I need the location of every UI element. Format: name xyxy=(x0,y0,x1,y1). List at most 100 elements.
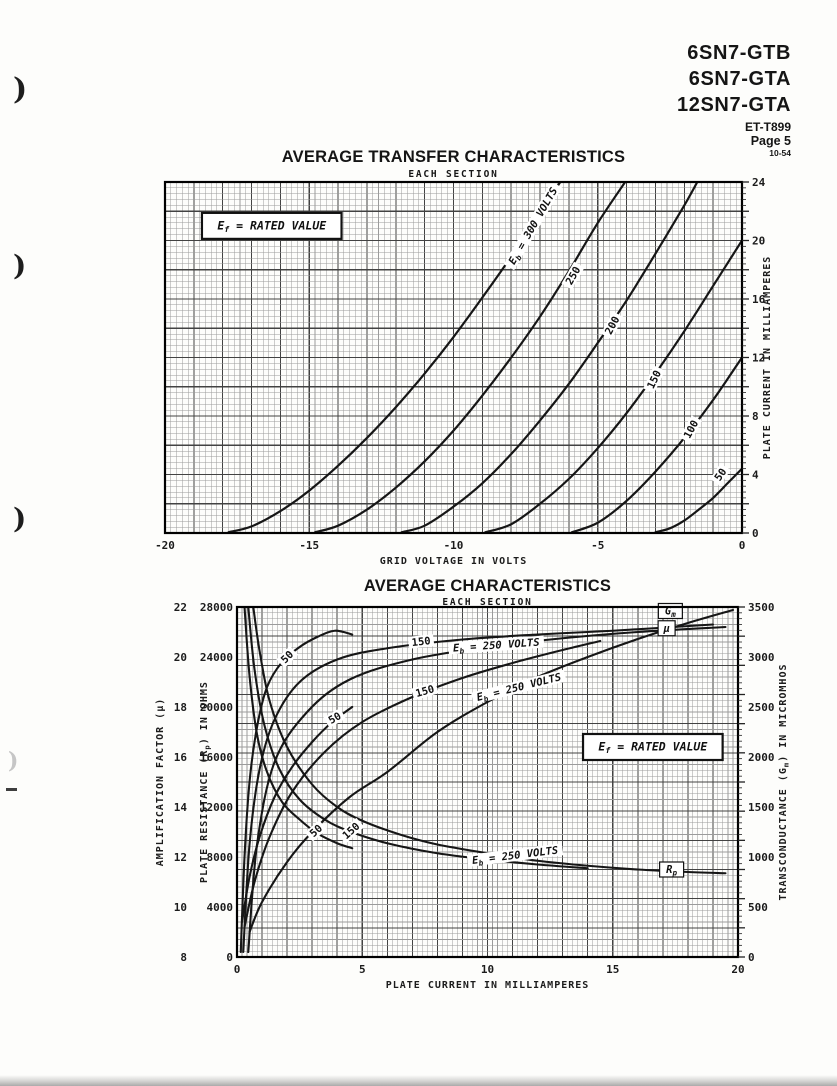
date-code: 10-54 xyxy=(769,148,791,158)
series-curve xyxy=(239,629,354,954)
doc-header: 6SN7-GTB 6SN7-GTA 12SN7-GTA ET-T899 Page… xyxy=(677,40,791,158)
tick-label: 20 xyxy=(174,651,187,664)
tick-label: -20 xyxy=(155,539,175,552)
svg-text:Ef = RATED VALUE: Ef = RATED VALUE xyxy=(217,218,327,234)
tick-label: 18 xyxy=(174,701,187,714)
tick-label: 12 xyxy=(174,851,187,864)
margin-mark: ) xyxy=(13,502,27,535)
right-tick-comb xyxy=(738,606,745,958)
tick-label: 2000 xyxy=(748,751,775,764)
tick-label: 24 xyxy=(752,176,766,189)
chart-title-transfer: AVERAGE TRANSFER CHARACTERISTICS xyxy=(281,148,626,166)
tick-label: 1000 xyxy=(748,851,775,864)
model-number-2: 6SN7-GTA xyxy=(688,68,791,90)
series-curve xyxy=(570,356,742,533)
margin-mark-faint: ) xyxy=(8,748,19,774)
tick-label: 0 xyxy=(234,963,241,976)
svg-text:Rp: Rp xyxy=(666,864,677,878)
tick-label: 14 xyxy=(174,801,188,814)
margin-mark: ) xyxy=(13,249,27,282)
curve-label: 50 xyxy=(323,708,346,728)
svg-text:50: 50 xyxy=(712,466,729,483)
rp-axis-title: PLATE RESISTANCE (Rp) IN OHMS xyxy=(199,681,212,883)
rated-value-box: Ef = RATED VALUE xyxy=(581,732,724,762)
tick-label: 10 xyxy=(174,901,187,914)
series-curve xyxy=(242,623,714,954)
tick-label: 16000 xyxy=(200,751,233,764)
y-axis-title: PLATE CURRENT IN MILLIAMPERES xyxy=(762,256,773,460)
chart-title-average: AVERAGE CHARACTERISTICS xyxy=(363,577,612,595)
svg-text:50: 50 xyxy=(327,710,344,727)
family-label-box: Gm xyxy=(657,602,683,620)
tick-label: 3000 xyxy=(748,651,775,664)
curve-label: 150 xyxy=(411,681,439,701)
tick-label: 15 xyxy=(606,963,619,976)
tick-label: 16 xyxy=(752,293,766,306)
series-curve xyxy=(248,608,735,934)
tick-label: 8000 xyxy=(207,851,234,864)
tick-label: 20000 xyxy=(200,701,233,714)
chart-subtitle-average: EACH SECTION xyxy=(442,597,533,608)
tick-label: -10 xyxy=(444,539,464,552)
series-curve xyxy=(243,607,354,850)
tick-label: 3500 xyxy=(748,601,775,614)
tick-label: 22 xyxy=(174,601,187,614)
x-axis-title: PLATE CURRENT IN MILLIAMPERES xyxy=(386,980,590,991)
tick-label: 4 xyxy=(752,469,759,482)
tick-label: 8 xyxy=(752,410,759,423)
curve-label: 50 xyxy=(304,820,327,842)
margin-mark: ) xyxy=(13,72,28,107)
tick-label: 0 xyxy=(226,951,233,964)
tick-label: 2500 xyxy=(748,701,775,714)
tick-label: 0 xyxy=(752,527,759,540)
series-curve xyxy=(484,239,742,533)
tick-label: 24000 xyxy=(200,651,233,664)
model-number-3: 12SN7-GTA xyxy=(677,94,791,116)
x-axis-title: GRID VOLTAGE IN VOLTS xyxy=(380,556,527,567)
svg-text:Gm: Gm xyxy=(665,606,676,620)
document-number: ET-T899 xyxy=(744,120,791,134)
model-number-1: 6SN7-GTB xyxy=(687,42,791,64)
tick-label: 500 xyxy=(748,901,768,914)
tick-label: -15 xyxy=(299,539,319,552)
right-tick-comb xyxy=(742,181,749,534)
svg-text:150: 150 xyxy=(414,683,436,700)
tick-label: 4000 xyxy=(207,901,234,914)
series-curve xyxy=(252,607,727,875)
page-edge-shadow xyxy=(0,1075,837,1086)
tick-label: 20 xyxy=(752,235,765,248)
rated-value-box: Ef = RATED VALUE xyxy=(200,211,343,240)
tick-label: 12000 xyxy=(200,801,233,814)
margin-dash xyxy=(6,788,17,791)
page-number: Page 5 xyxy=(750,134,791,148)
gm-axis-title: TRANSCONDUCTANCE (Gm) IN MICROMHOS xyxy=(778,663,791,900)
series-group xyxy=(239,607,735,954)
chart-subtitle-transfer: EACH SECTION xyxy=(408,169,499,180)
tick-label: 10 xyxy=(481,963,494,976)
tick-label: 5 xyxy=(359,963,366,976)
tick-label: 12 xyxy=(752,352,765,365)
tick-label: 28000 xyxy=(200,601,233,614)
curve-label: 150 xyxy=(407,634,435,649)
curve-label: 200 xyxy=(600,311,624,340)
curve-label: 150 xyxy=(643,365,665,394)
tick-label: 8 xyxy=(180,951,187,964)
tick-label: 1500 xyxy=(748,801,775,814)
family-label-box: Rp xyxy=(659,861,685,878)
svg-text:150: 150 xyxy=(411,635,431,649)
series-curve xyxy=(243,639,602,929)
family-label-box: μ xyxy=(657,620,676,637)
svg-text:μ: μ xyxy=(662,623,669,635)
series-curve xyxy=(247,625,727,954)
chart-grid xyxy=(236,606,739,958)
series-curve xyxy=(400,182,699,533)
tick-label: 20 xyxy=(731,963,744,976)
tick-label: 0 xyxy=(748,951,755,964)
svg-text:Ef = RATED VALUE: Ef = RATED VALUE xyxy=(598,740,708,756)
tick-label: 0 xyxy=(739,539,746,552)
mu-axis-title: AMPLIFICATION FACTOR (μ) xyxy=(155,698,166,867)
